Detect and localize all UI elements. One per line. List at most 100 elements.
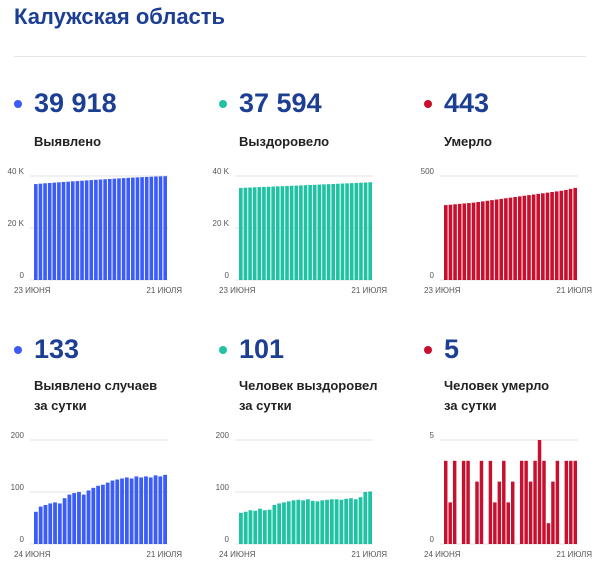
status-dot xyxy=(424,100,432,108)
bar xyxy=(131,177,135,280)
bar xyxy=(485,200,490,280)
x-tick-label: 23 ИЮНЯ xyxy=(424,286,461,295)
bar xyxy=(144,176,149,280)
bar xyxy=(258,508,262,544)
bar xyxy=(115,479,120,544)
bar xyxy=(555,460,560,544)
x-tick-label: 21 ИЮЛЯ xyxy=(556,286,592,295)
bar xyxy=(564,460,569,544)
bar xyxy=(110,480,115,544)
chart-recovered-daily: 0 100 200 24 ИЮНЯ 21 ИЮЛЯ xyxy=(216,431,388,559)
bar xyxy=(81,494,86,544)
bar xyxy=(368,491,372,544)
bar xyxy=(546,523,551,544)
bar xyxy=(262,510,267,544)
y-tick-label: 0 xyxy=(225,271,230,280)
bar xyxy=(267,509,272,544)
bar xyxy=(248,510,253,544)
bar xyxy=(94,179,98,280)
bar xyxy=(112,178,117,280)
bar xyxy=(504,198,508,280)
bar xyxy=(536,193,541,280)
bar xyxy=(257,187,262,280)
bar xyxy=(239,187,243,280)
y-tick-label: 500 xyxy=(421,167,435,176)
stat-label: Выявлено случаев за сутки xyxy=(34,376,157,416)
bar xyxy=(368,182,372,280)
bar xyxy=(239,512,243,544)
bar xyxy=(527,195,531,280)
status-dot xyxy=(219,346,227,354)
y-tick-label: 20 K xyxy=(8,219,25,228)
bar xyxy=(310,500,315,544)
bar xyxy=(72,493,77,544)
bar xyxy=(34,184,38,280)
bar xyxy=(89,180,94,280)
bar xyxy=(296,499,301,544)
panel-died-daily: 5 Человек умерло за сутки xyxy=(410,330,600,580)
bar xyxy=(358,497,363,544)
bar xyxy=(96,485,100,544)
bar xyxy=(158,176,163,280)
bar xyxy=(336,183,340,280)
bar xyxy=(467,203,471,280)
bar xyxy=(508,197,513,280)
status-dot xyxy=(219,100,227,108)
bar xyxy=(77,492,81,544)
bar xyxy=(134,476,139,544)
bar xyxy=(163,176,167,280)
bar xyxy=(53,502,57,544)
bar xyxy=(339,499,344,544)
bar xyxy=(153,475,158,544)
stat-value: 443 xyxy=(444,88,490,118)
bar xyxy=(494,199,499,280)
bar xyxy=(573,187,577,280)
bar xyxy=(103,179,107,280)
bar xyxy=(126,177,131,280)
stat-label-line: Человек выздоровел xyxy=(239,378,378,393)
y-tick-label: 200 xyxy=(216,431,230,440)
stat-value: 133 xyxy=(34,334,80,364)
bar xyxy=(569,460,573,544)
stat-label-line: за сутки xyxy=(444,398,497,413)
bar xyxy=(303,185,308,280)
bar xyxy=(537,440,542,544)
bar xyxy=(363,492,368,544)
bar xyxy=(280,186,285,280)
bar xyxy=(490,200,494,280)
panel-died: 443 Умерло xyxy=(410,80,600,330)
bar xyxy=(144,476,148,544)
bar xyxy=(502,460,506,544)
chart-died: 0 500 23 ИЮНЯ 21 ИЮЛЯ xyxy=(421,167,593,295)
bar xyxy=(271,186,275,280)
y-tick-label: 200 xyxy=(11,431,25,440)
bar xyxy=(306,499,310,544)
bar xyxy=(320,500,325,544)
x-tick-label: 21 ИЮЛЯ xyxy=(146,550,182,559)
bar xyxy=(154,176,158,280)
bar xyxy=(299,185,303,280)
bar xyxy=(105,482,110,544)
bar xyxy=(135,177,140,280)
bar xyxy=(52,182,57,280)
bar xyxy=(334,499,339,544)
bar xyxy=(545,192,550,280)
bar xyxy=(359,182,363,280)
bar xyxy=(457,203,462,280)
bar xyxy=(86,490,91,544)
bar xyxy=(248,187,252,280)
chart-died-daily: 0 5 24 ИЮНЯ 21 ИЮЛЯ xyxy=(424,431,592,559)
panel-recovered: 37 594 Выздоровело xyxy=(205,80,395,330)
stat-label-line: Выздоровело xyxy=(239,134,330,149)
x-tick-label: 24 ИЮНЯ xyxy=(219,550,256,559)
bar xyxy=(551,481,555,544)
bar xyxy=(559,190,564,280)
bar xyxy=(326,184,331,280)
bar xyxy=(349,183,354,280)
panel-recovered-daily: 101 Человек выздоровел за сутки xyxy=(205,330,395,580)
x-tick-label: 24 ИЮНЯ xyxy=(424,550,461,559)
bar xyxy=(493,502,497,544)
y-tick-label: 0 xyxy=(225,535,230,544)
bar xyxy=(511,481,515,544)
x-tick-label: 21 ИЮЛЯ xyxy=(351,286,387,295)
